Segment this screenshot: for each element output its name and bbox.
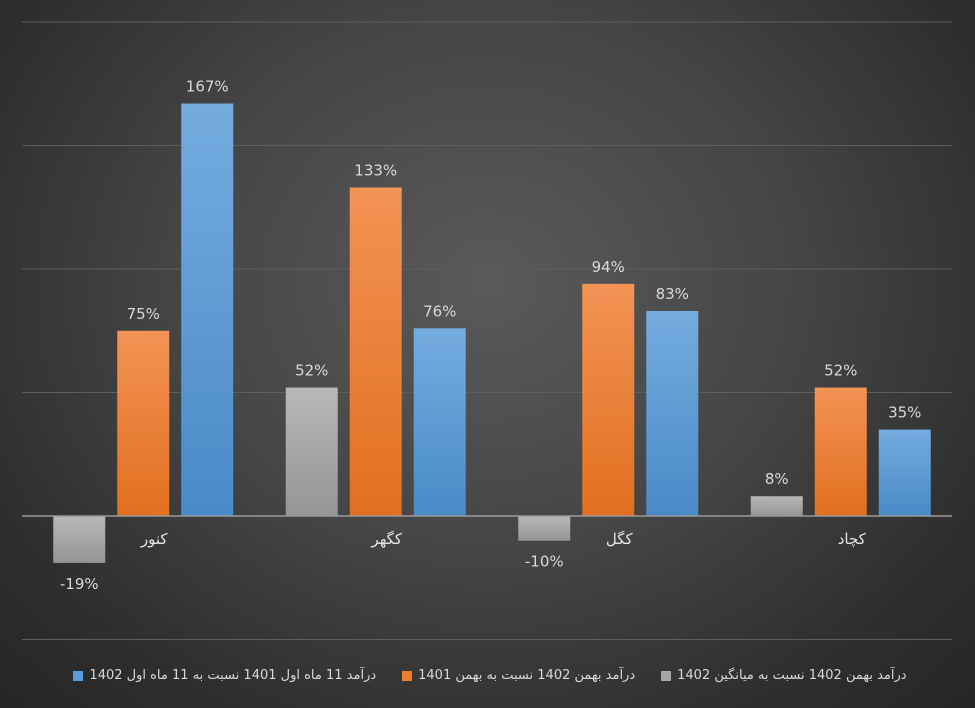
data-label-series-2-category-1: 75% (127, 305, 160, 323)
data-label-series-2-category-2: 133% (354, 161, 397, 179)
bars (53, 103, 931, 563)
bar-series-2-category-3 (582, 283, 635, 516)
bar-series-2-category-1 (117, 330, 170, 516)
bar-series-3-category-1 (181, 103, 234, 516)
data-label-series-3-category-1: 167% (186, 78, 229, 96)
legend-swatch (73, 670, 84, 681)
data-labels: -19% 75% 167% 52% 133% 76% -10% 94% 83% 8% 52% 35% (60, 78, 922, 593)
legend-item-series-1: درآمد بهمن 1402 نسبت به میانگین 1402 (661, 668, 907, 683)
data-label-series-3-category-3: 83% (656, 285, 689, 303)
bar-series-1-category-2 (285, 387, 338, 516)
category-label-4: کچاد (838, 530, 867, 548)
bar-series-1-category-3 (518, 516, 571, 541)
data-label-series-1-category-4: 8% (765, 470, 789, 488)
bar-series-2-category-4 (814, 387, 867, 516)
legend: درآمد بهمن 1402 نسبت به میانگین 1402 درآم… (60, 668, 920, 683)
bar-series-3-category-2 (413, 328, 466, 516)
category-labels: کنور کگهر کگل کچاد (22, 515, 952, 548)
category-label-2: کگهر (370, 530, 402, 548)
data-label-series-1-category-1: -19% (60, 575, 99, 593)
legend-label: درآمد بهمن 1402 نسبت به میانگین 1402 (677, 668, 907, 683)
bar-series-3-category-4 (878, 429, 931, 516)
data-label-series-2-category-4: 52% (824, 362, 857, 380)
legend-item-series-3: درآمد 11 ماه اول 1401 نسبت به 11 ماه اول… (73, 668, 376, 683)
legend-label: درآمد 11 ماه اول 1401 نسبت به 11 ماه اول… (89, 668, 377, 683)
data-label-series-1-category-2: 52% (295, 362, 328, 380)
category-label-3: کگل (606, 530, 634, 548)
data-label-series-3-category-4: 35% (888, 404, 921, 422)
legend-swatch (661, 670, 672, 681)
bar-series-2-category-2 (349, 187, 402, 517)
category-label-1: کنور (140, 530, 169, 548)
bar-series-3-category-3 (646, 310, 699, 516)
legend-label: درآمد بهمن 1402 نسبت به بهمن 1401 (418, 668, 636, 683)
bar-series-1-category-1 (53, 516, 106, 563)
data-label-series-2-category-3: 94% (592, 258, 625, 276)
data-label-series-3-category-2: 76% (423, 302, 456, 320)
gridlines (22, 21, 952, 640)
legend-swatch (402, 670, 413, 681)
data-label-series-1-category-3: -10% (525, 553, 564, 571)
bar-series-1-category-4 (750, 496, 803, 516)
legend-item-series-2: درآمد بهمن 1402 نسبت به بهمن 1401 (402, 668, 635, 683)
